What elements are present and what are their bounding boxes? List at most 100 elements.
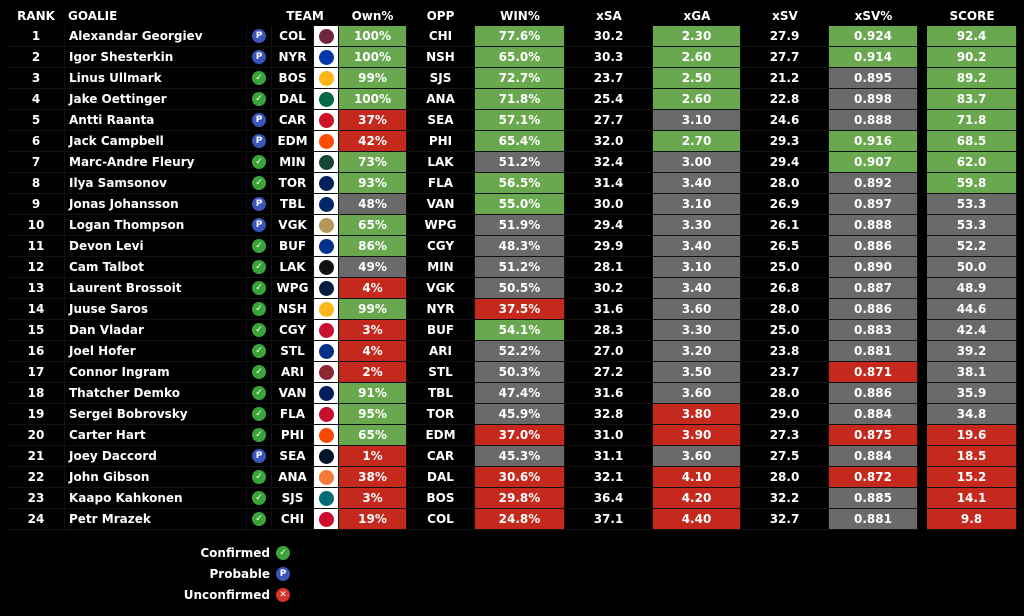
xsa-cell: 31.4 [565, 173, 653, 194]
table-row[interactable]: 22 John Gibson ✓ ANA 38% DAL 30.6% 32.1 4.10 28.0… [0, 467, 1024, 488]
table-row[interactable]: 19 Sergei Bobrovsky ✓ FLA 95% TOR 45.9% 32.8 3.8… [0, 404, 1024, 425]
header-xga[interactable]: xGA [683, 9, 711, 23]
header-win[interactable]: WIN% [500, 9, 540, 23]
xsa-cell: 29.4 [565, 215, 653, 236]
opp-cell: CAR [407, 446, 475, 467]
status-cell: P [247, 110, 272, 131]
legend-label: Unconfirmed [183, 588, 270, 602]
rank-cell: 9 [8, 194, 65, 215]
table-row[interactable]: 9 Jonas Johansson P TBL 48% VAN 55.0% 30.0 3.10 2… [0, 194, 1024, 215]
header-xsvp[interactable]: xSV% [854, 9, 893, 23]
check-icon: ✓ [252, 512, 266, 526]
team-logo-icon [318, 469, 334, 485]
table-row[interactable]: 12 Cam Talbot ✓ LAK 49% MIN 51.2% 28.1 3.10 25.0 0… [0, 257, 1024, 278]
header-goalie[interactable]: GOALIE [68, 9, 118, 23]
own-cell: 100% [339, 89, 407, 110]
letter-p-icon: P [252, 29, 266, 43]
win-cell: 45.9% [475, 404, 565, 425]
status-cell: ✓ [247, 173, 272, 194]
xsv-cell: 27.5 [741, 446, 829, 467]
header-score[interactable]: SCORE [949, 9, 995, 23]
header-xsa[interactable]: xSA [596, 9, 622, 23]
table-row[interactable]: 6 Jack Campbell P EDM 42% PHI 65.4% 32.0 2.70 29.… [0, 131, 1024, 152]
header-opp[interactable]: OPP [426, 9, 455, 23]
team-logo-icon [318, 511, 334, 527]
xga-cell: 3.40 [653, 236, 741, 257]
header-xsv[interactable]: xSV [772, 9, 798, 23]
xsvp-cell: 0.881 [829, 341, 918, 362]
xsvp-cell: 0.886 [829, 236, 918, 257]
xsv-cell: 29.0 [741, 404, 829, 425]
table-row[interactable]: 15 Dan Vladar ✓ CGY 3% BUF 54.1% 28.3 3.30 25.0 0.… [0, 320, 1024, 341]
xga-cell: 4.20 [653, 488, 741, 509]
table-row[interactable]: 13 Laurent Brossoit ✓ WPG 4% VGK 50.5% 30.2 3.40… [0, 278, 1024, 299]
header-rank[interactable]: RANK [17, 9, 55, 23]
win-cell: 51.9% [475, 215, 565, 236]
own-cell: 99% [339, 68, 407, 89]
xsvp-cell: 0.885 [829, 488, 918, 509]
status-cell: ✓ [247, 467, 272, 488]
rank-cell: 2 [8, 47, 65, 68]
goalie-cell: Carter Hart [65, 425, 247, 446]
team-cell: BOS [272, 68, 314, 89]
team-cell: COL [272, 26, 314, 47]
table-row[interactable]: 5 Antti Raanta P CAR 37% SEA 57.1% 27.7 3.10 24.6… [0, 110, 1024, 131]
xsvp-cell: 0.884 [829, 446, 918, 467]
opp-cell: TBL [407, 383, 475, 404]
table-row[interactable]: 10 Logan Thompson P VGK 65% WPG 51.9% 29.4 3.30 2… [0, 215, 1024, 236]
goalie-cell: Petr Mrazek [65, 509, 247, 530]
xsa-cell: 23.7 [565, 68, 653, 89]
win-cell: 30.6% [475, 467, 565, 488]
header-team[interactable]: TEAM [286, 9, 324, 23]
team-logo-icon [314, 173, 339, 194]
xsvp-cell: 0.924 [829, 26, 918, 47]
table-row[interactable]: 8 Ilya Samsonov ✓ TOR 93% FLA 56.5% 31.4 3.40 28.… [0, 173, 1024, 194]
team-logo-icon [314, 467, 339, 488]
table-row[interactable]: 20 Carter Hart ✓ PHI 65% EDM 37.0% 31.0 3.90 27.3… [0, 425, 1024, 446]
xga-cell: 3.20 [653, 341, 741, 362]
team-logo-icon [318, 175, 334, 191]
team-logo-icon [314, 194, 339, 215]
team-cell: PHI [272, 425, 314, 446]
rank-cell: 4 [8, 89, 65, 110]
team-cell: STL [272, 341, 314, 362]
goalie-cell: Kaapo Kahkonen [65, 488, 247, 509]
table-row[interactable]: 18 Thatcher Demko ✓ VAN 91% TBL 47.4% 31.6 3.60 2… [0, 383, 1024, 404]
table-row[interactable]: 3 Linus Ullmark ✓ BOS 99% SJS 72.7% 23.7 2.50 21.… [0, 68, 1024, 89]
team-logo-icon [318, 448, 334, 464]
xga-cell: 2.60 [653, 89, 741, 110]
xsv-cell: 32.7 [741, 509, 829, 530]
table-row[interactable]: 14 Juuse Saros ✓ NSH 99% NYR 37.5% 31.6 3.60 28.0… [0, 299, 1024, 320]
team-logo-icon [318, 385, 334, 401]
team-logo-icon [314, 26, 339, 47]
table-row[interactable]: 23 Kaapo Kahkonen ✓ SJS 3% BOS 29.8% 36.4 4.20 32… [0, 488, 1024, 509]
own-cell: 65% [339, 215, 407, 236]
table-row[interactable]: 17 Connor Ingram ✓ ARI 2% STL 50.3% 27.2 3.50 23.… [0, 362, 1024, 383]
header-own[interactable]: Own% [351, 9, 394, 23]
letter-p-icon: P [252, 50, 266, 64]
team-logo-icon [314, 257, 339, 278]
check-icon: ✓ [252, 281, 266, 295]
team-logo-icon [318, 133, 334, 149]
table-row[interactable]: 7 Marc-Andre Fleury ✓ MIN 73% LAK 51.2% 32.4 3.0… [0, 152, 1024, 173]
table-row[interactable]: 24 Petr Mrazek ✓ CHI 19% COL 24.8% 37.1 4.40 32.7… [0, 509, 1024, 530]
goalie-cell: Joel Hofer [65, 341, 247, 362]
xga-cell: 3.50 [653, 362, 741, 383]
team-logo-icon [314, 131, 339, 152]
table-row[interactable]: 11 Devon Levi ✓ BUF 86% CGY 48.3% 29.9 3.40 26.5 0… [0, 236, 1024, 257]
table-row[interactable]: 4 Jake Oettinger ✓ DAL 100% ANA 71.8% 25.4 2.60 2… [0, 89, 1024, 110]
team-logo-icon [318, 301, 334, 317]
table-row[interactable]: 2 Igor Shesterkin P NYR 100% NSH 65.0% 30.3 2.60… [0, 47, 1024, 68]
xsa-cell: 28.3 [565, 320, 653, 341]
team-logo-icon [318, 196, 334, 212]
own-cell: 38% [339, 467, 407, 488]
team-cell: CHI [272, 509, 314, 530]
goalie-cell: Devon Levi [65, 236, 247, 257]
goalie-cell: Jack Campbell [65, 131, 247, 152]
table-row[interactable]: 21 Joey Daccord P SEA 1% CAR 45.3% 31.1 3.60 27.5… [0, 446, 1024, 467]
team-logo-icon [318, 322, 334, 338]
own-cell: 37% [339, 110, 407, 131]
table-row[interactable]: 1 Alexandar Georgiev P COL 100% CHI 77.6% 30.2 2… [0, 26, 1024, 47]
table-row[interactable]: 16 Joel Hofer ✓ STL 4% ARI 52.2% 27.0 3.20 23.8 0.… [0, 341, 1024, 362]
goalie-cell: Laurent Brossoit [65, 278, 247, 299]
